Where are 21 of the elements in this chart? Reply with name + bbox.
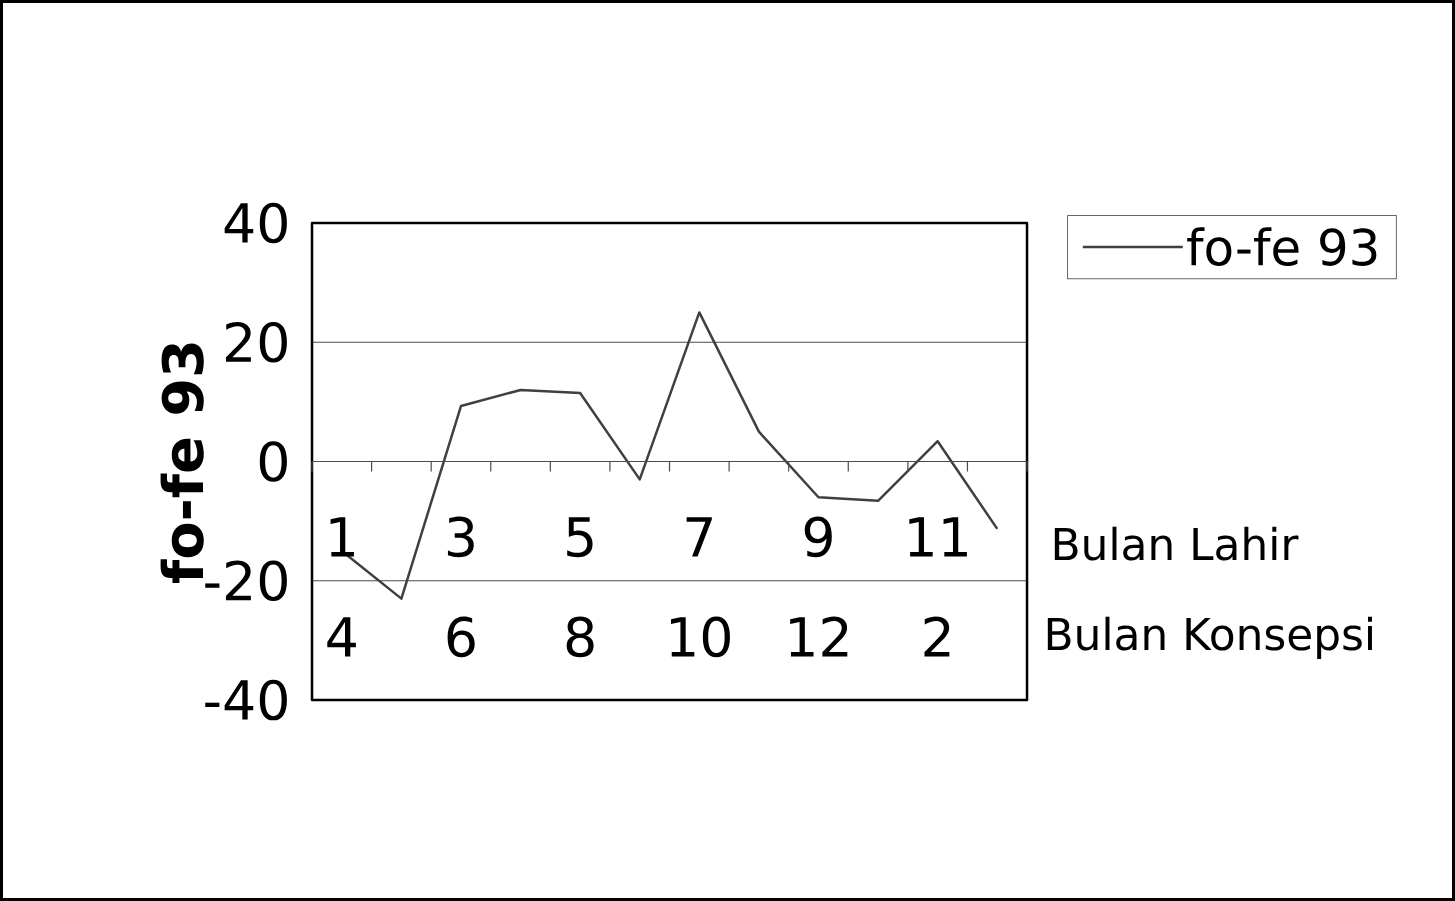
y-tick-label: 20 — [225, 321, 287, 363]
y-tick-label: -20 — [205, 560, 287, 602]
legend-label: fo-fe 93 — [1187, 227, 1377, 266]
annotation: 10 — [670, 616, 730, 658]
x-tick-label: 5 — [567, 517, 593, 558]
annotation: 6 — [447, 616, 475, 658]
text: Bulan Konsepsi — [1047, 616, 1372, 660]
annotation: 4 — [327, 617, 356, 657]
x-tick-label: 9 — [804, 516, 832, 558]
x-tick-label: 11 — [909, 517, 967, 557]
annotation: 2 — [924, 616, 950, 657]
x-tick-label: 1 — [330, 517, 354, 557]
y-tick-label: -40 — [205, 679, 287, 721]
y-axis-title: fo-fe 93 — [160, 343, 204, 583]
x-tick-label: 7 — [686, 517, 712, 557]
y-tick-label: 0 — [259, 441, 287, 482]
annotation: 8 — [566, 616, 594, 658]
x-tick-label: 3 — [447, 516, 474, 558]
annotation: 12 — [790, 616, 848, 657]
x-axis-title: Bulan Lahir — [1054, 526, 1299, 561]
y-tick-label: 40 — [224, 202, 287, 244]
